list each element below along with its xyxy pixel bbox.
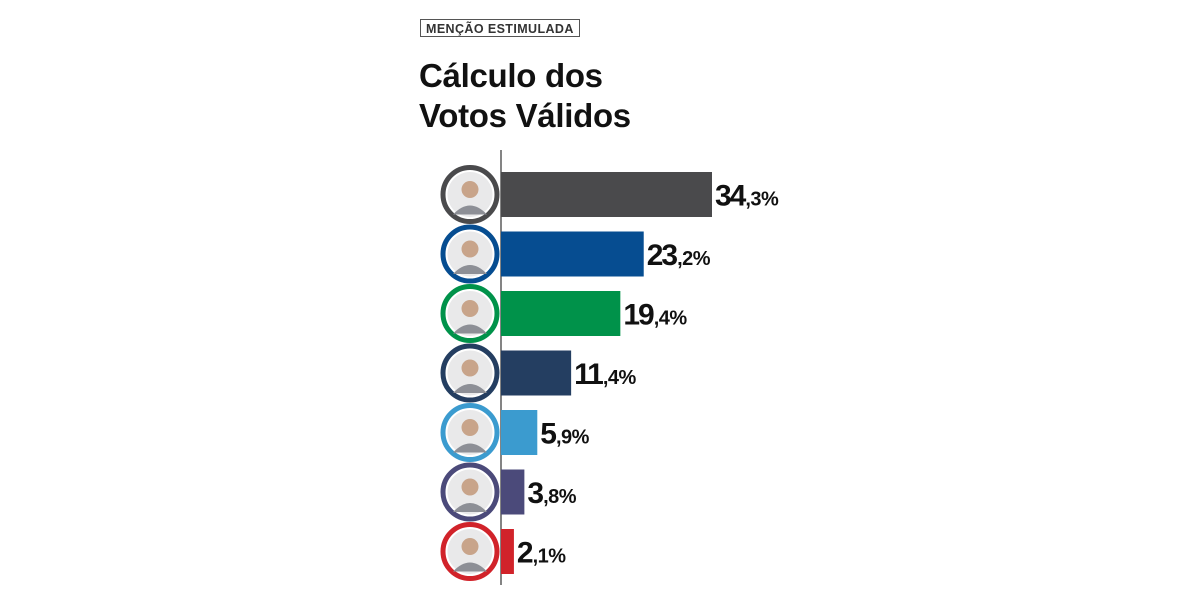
value-label-decimal: ,4%	[654, 308, 688, 330]
candidate-avatar-1	[440, 165, 500, 224]
avatar-head	[461, 419, 479, 436]
value-label-main: 11	[574, 358, 603, 391]
value-label-main: 5	[540, 418, 556, 451]
bar-1	[501, 172, 712, 217]
value-label-decimal: ,9%	[556, 427, 590, 449]
avatar-shoulders	[453, 324, 487, 334]
avatar-head	[461, 538, 479, 555]
value-label-7: 2,1%	[517, 537, 566, 570]
bar-6	[501, 469, 525, 515]
chart-title-line-1: Cálculo dos	[419, 57, 603, 94]
value-label-1: 34,3%	[715, 180, 779, 213]
bar-3	[501, 291, 621, 336]
value-label-main: 34	[715, 180, 747, 213]
avatar-shoulders	[453, 384, 487, 393]
avatar-shoulders	[453, 205, 487, 215]
candidate-avatar-7	[440, 522, 500, 581]
bar-2	[501, 231, 644, 277]
value-label-3: 19,4%	[623, 299, 687, 332]
avatar-head	[461, 181, 479, 198]
chart-title-line-2: Votos Válidos	[419, 97, 631, 134]
value-label-main: 3	[527, 477, 543, 510]
value-label-main: 23	[647, 239, 678, 272]
value-label-decimal: ,8%	[543, 486, 577, 508]
value-label-decimal: ,4%	[603, 367, 637, 389]
chart-title: Cálculo dos Votos Válidos	[419, 56, 631, 136]
candidate-avatar-5	[440, 403, 500, 462]
avatar-head	[461, 359, 479, 377]
bar-7	[501, 529, 514, 574]
value-label-decimal: ,2%	[677, 248, 711, 270]
value-label-4: 11,4%	[574, 358, 636, 391]
bar-5	[501, 410, 538, 455]
candidate-avatar-4	[440, 343, 500, 403]
candidate-avatar-3	[440, 284, 500, 343]
candidate-avatar-2	[440, 224, 500, 284]
value-label-5: 5,9%	[540, 418, 589, 451]
chart-tag: MENÇÃO ESTIMULADA	[420, 19, 580, 37]
avatar-shoulders	[453, 503, 487, 512]
value-label-decimal: ,1%	[533, 546, 567, 568]
avatar-shoulders	[453, 443, 487, 453]
avatar-head	[461, 300, 479, 317]
bar-4	[501, 350, 572, 396]
value-label-main: 19	[623, 299, 654, 332]
avatar-head	[461, 478, 479, 496]
value-label-main: 2	[517, 537, 533, 570]
avatar-head	[461, 240, 479, 258]
value-label-decimal: ,3%	[745, 189, 779, 211]
avatar-shoulders	[453, 562, 487, 572]
candidate-avatar-6	[440, 462, 500, 522]
avatar-shoulders	[453, 265, 487, 274]
value-label-2: 23,2%	[647, 239, 711, 272]
value-label-6: 3,8%	[527, 477, 576, 510]
